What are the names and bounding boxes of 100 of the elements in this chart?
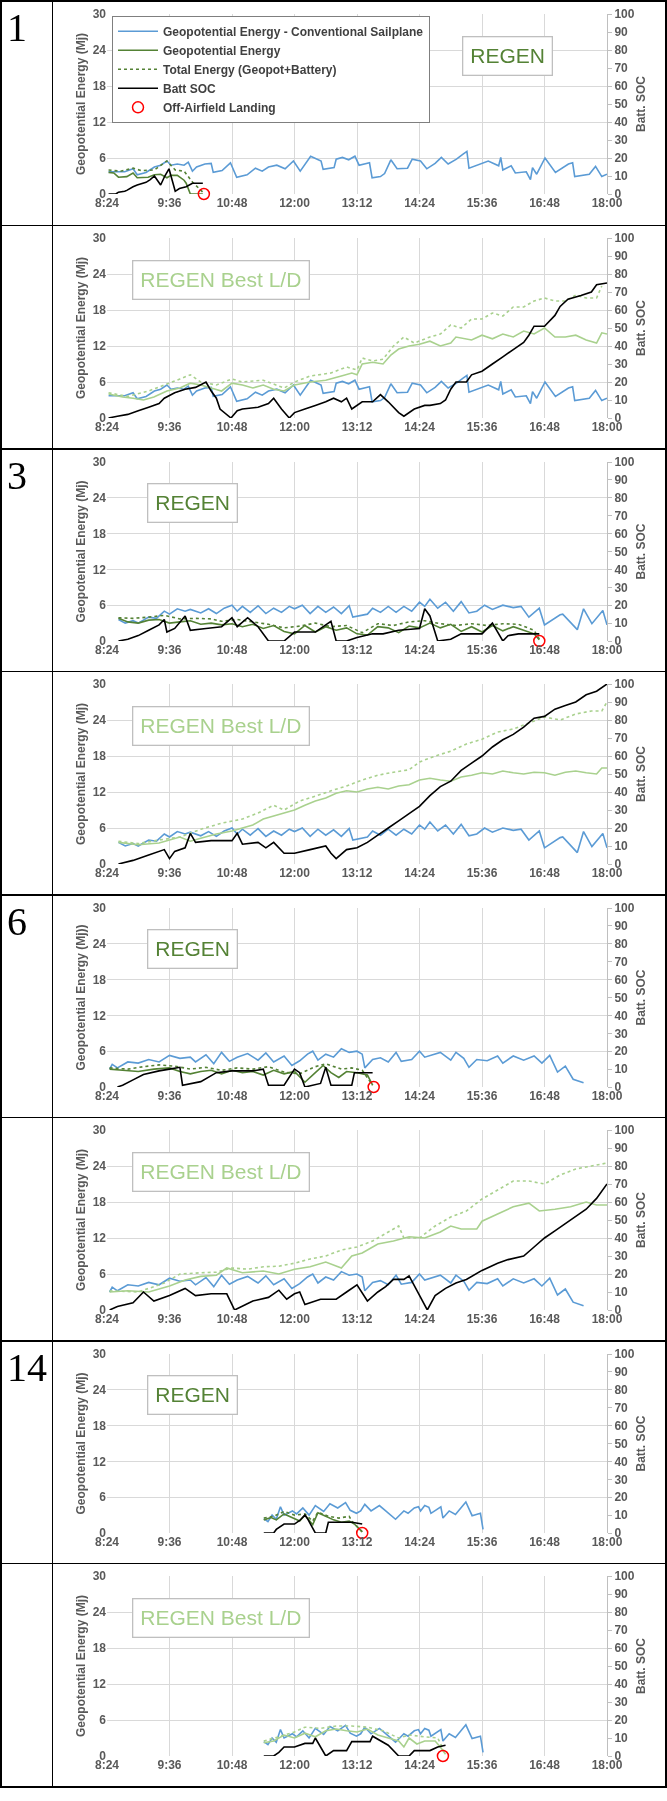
y2-tick-label: 50 [614,1436,629,1451]
y-tick-label: 30 [92,1347,107,1362]
legend-label: Total Energy (Geopot+Battery) [163,62,337,77]
y2-tick-label: 50 [614,990,629,1005]
x-tick-label: 16:48 [529,643,561,657]
x-tick-label: 12:00 [279,1089,311,1103]
y-tick-label: 12 [92,785,107,800]
y2-tick-label: 40 [614,115,629,130]
y-tick-label: 30 [92,455,107,470]
y2-tick-label: 80 [614,937,629,951]
x-tick-label: 12:00 [279,1312,311,1326]
y-tick-label: 6 [99,1490,107,1505]
y2-tick-label: 90 [614,1587,629,1602]
x-tick-label: 9:36 [157,1758,182,1772]
x-tick-label: 16:48 [529,1758,561,1772]
x-tick-label: 10:48 [216,1535,248,1549]
y2-tick-label: 100 [614,455,635,470]
y2-tick-label: 90 [614,25,629,40]
y2-tick-label: 80 [614,1383,629,1397]
chart-title: 6 [7,899,27,944]
y-tick-label: 24 [92,713,107,728]
x-tick-label: 10:48 [216,1758,248,1772]
x-tick-label: 9:36 [157,1535,182,1549]
annotation: REGEN Best L/D [140,1606,302,1630]
annotation: REGEN [155,491,230,515]
y-tick-label: 12 [92,1231,107,1246]
annotation: REGEN Best L/D [140,714,302,738]
legend-label: Off-Airfield Landing [163,100,276,115]
y-tick-label: 6 [99,1713,107,1728]
y-tick-label: 6 [99,375,107,390]
y2-tick-label: 30 [614,1249,629,1264]
y-tick-label: 18 [92,749,107,764]
x-tick-label: 9:36 [157,1312,182,1326]
line-series [108,1270,585,1307]
y2-tick-label: 40 [614,785,629,800]
y2-tick-label: 40 [614,339,629,354]
x-tick-label: 9:36 [157,1089,182,1103]
y2-tick-label: 40 [614,1677,629,1692]
x-tick-label: 16:48 [529,420,561,434]
line-series [117,821,607,854]
y2-tick-label: 40 [614,1008,629,1023]
y2-tick-label: 30 [614,133,629,148]
y-tick-label: 30 [92,7,107,22]
y2-tick-label: 10 [614,1731,629,1746]
y2-axis-title: Batt. SOC [633,745,648,803]
x-tick-label: 14:24 [404,1089,436,1103]
y2-tick-label: 60 [614,1195,629,1210]
y2-tick-label: 100 [614,1123,635,1138]
line-series [108,1048,585,1084]
x-tick-label: 10:48 [216,420,248,434]
line-series [107,150,607,181]
x-tick-label: 15:36 [466,1089,498,1103]
x-tick-label: 15:36 [466,420,498,434]
y-tick-label: 6 [99,598,107,613]
y2-tick-label: 70 [614,508,629,523]
y-tick-label: 12 [92,1008,107,1023]
y2-tick-label: 90 [614,473,629,488]
chart-title: 14 [7,1345,47,1390]
y-tick-label: 18 [92,972,107,987]
x-tick-label: 15:36 [466,1312,498,1326]
y2-tick-label: 70 [614,731,629,746]
x-tick-label: 10:48 [216,196,248,210]
line-series [262,1724,484,1754]
y2-tick-label: 80 [614,713,629,728]
y2-tick-label: 90 [614,1365,629,1380]
y-axis-title: Geopotential Energy (Mj) [73,1594,88,1738]
y-tick-label: 6 [99,1267,107,1282]
y-tick-label: 18 [92,526,107,541]
y2-axis-title: Batt. SOC [633,523,648,580]
y2-tick-label: 30 [614,1026,629,1041]
annotation: REGEN [155,1383,230,1407]
y2-tick-label: 60 [614,972,629,987]
x-tick-label: 14:24 [404,420,436,434]
y-tick-label: 6 [99,1044,107,1059]
y-tick-label: 24 [92,1159,107,1174]
y2-tick-label: 30 [614,357,629,372]
y2-tick-label: 10 [614,1062,629,1077]
y2-tick-label: 60 [614,303,629,318]
x-tick-label: 12:00 [279,196,311,210]
legend-label: Geopotential Energy [163,43,281,58]
y2-tick-label: 60 [614,1641,629,1656]
x-tick-label: 16:48 [529,1089,561,1103]
y-axis-title: Geopotential Energy (Mj) [73,702,88,846]
y2-tick-label: 60 [614,79,629,94]
x-tick-label: 14:24 [404,643,436,657]
x-tick-label: 12:00 [279,1758,311,1772]
x-tick-label: 16:48 [529,866,561,880]
y2-tick-label: 30 [614,1695,629,1710]
y2-tick-label: 20 [614,151,629,166]
y2-axis-title: Batt. SOC [633,299,648,357]
y2-tick-label: 10 [614,616,629,631]
x-tick-label: 9:36 [157,643,182,657]
y2-tick-label: 40 [614,1231,629,1246]
y2-tick-label: 80 [614,43,629,58]
x-tick-label: 15:36 [466,1535,498,1549]
x-tick-label: 16:48 [529,1535,561,1549]
y-axis-title: Geopotential Energy (Mj) [73,480,88,623]
y-axis-title: Geopotential Energy (Mj) [73,32,88,176]
y2-tick-label: 80 [614,267,629,282]
y-tick-label: 12 [92,115,107,130]
